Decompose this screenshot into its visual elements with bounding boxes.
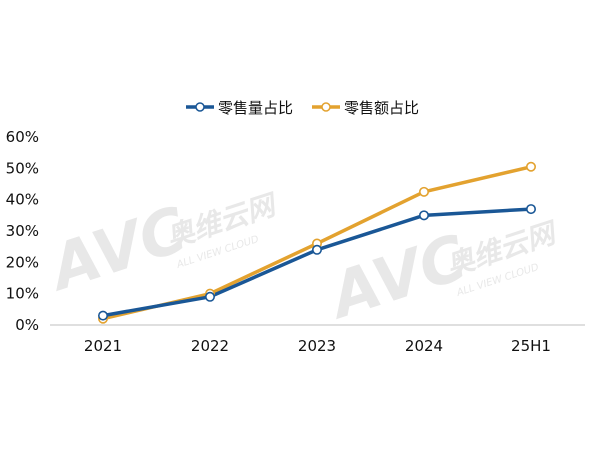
watermark-right: AVC 奥维云网 ALL VIEW CLOUD	[317, 215, 562, 333]
legend-item: 零售量占比	[186, 99, 293, 117]
x-tick-label: 2024	[405, 337, 443, 355]
data-point	[98, 310, 109, 321]
data-point	[525, 161, 536, 172]
legend-item: 零售额占比	[312, 99, 419, 117]
y-tick-label: 30%	[6, 222, 39, 240]
data-point	[205, 291, 216, 302]
y-tick-label: 20%	[6, 253, 39, 271]
x-tick-label: 25H1	[511, 337, 551, 355]
y-tick-label: 10%	[6, 285, 39, 303]
watermark-left: AVC 奥维云网 ALL VIEW CLOUD	[37, 187, 282, 305]
legend-swatch-marker	[321, 102, 331, 112]
y-tick-label: 0%	[15, 316, 39, 334]
data-point	[418, 210, 429, 221]
y-axis: 0% 10% 20% 30% 40% 50% 60%	[6, 128, 39, 334]
legend: 零售量占比 零售额占比	[186, 99, 419, 117]
y-tick-label: 40%	[6, 191, 39, 209]
y-tick-label: 50%	[6, 159, 39, 177]
x-tick-label: 2021	[84, 337, 122, 355]
data-point	[311, 244, 322, 255]
legend-label: 零售额占比	[344, 99, 419, 117]
data-point	[525, 204, 536, 215]
y-tick-label: 60%	[6, 128, 39, 146]
x-tick-label: 2022	[191, 337, 229, 355]
data-point	[418, 186, 429, 197]
series-layer	[98, 161, 536, 324]
x-tick-label: 2023	[298, 337, 336, 355]
legend-label: 零售量占比	[218, 99, 293, 117]
legend-swatch-marker	[195, 102, 205, 112]
x-axis: 2021 2022 2023 2024 25H1	[84, 337, 551, 355]
